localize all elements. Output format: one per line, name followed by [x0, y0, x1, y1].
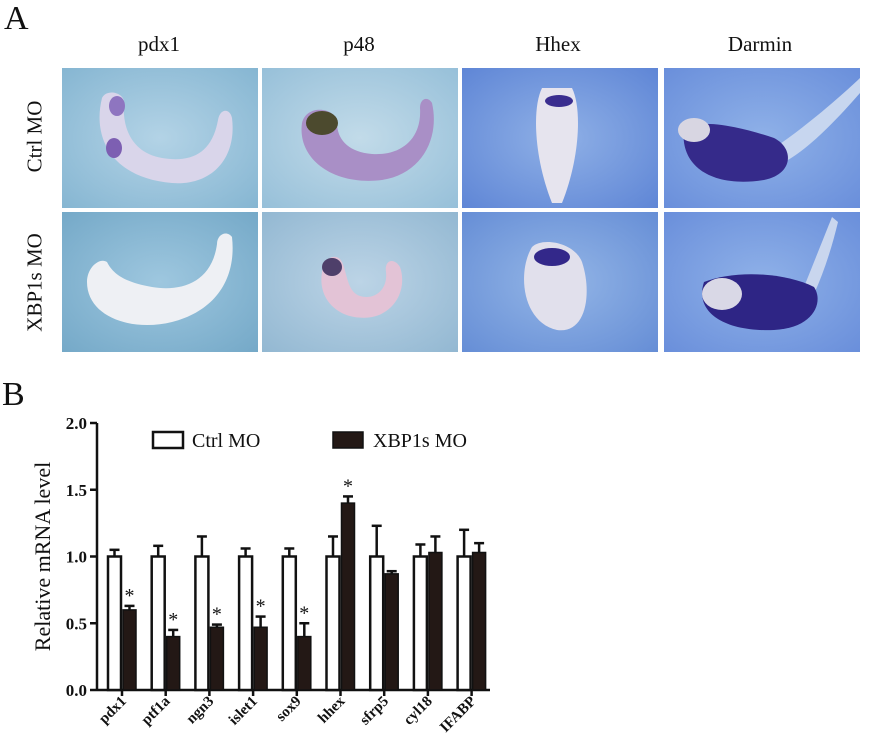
bar-ctrl-mo: [150, 555, 166, 692]
significance-star: *: [299, 602, 309, 624]
column-title-pdx1: pdx1: [138, 32, 180, 56]
bar-xbp1s-mo: [122, 609, 137, 691]
bar-ctrl-mo: [194, 555, 210, 692]
legend-label-xbp1s-mo: XBP1s MO: [373, 430, 467, 452]
bar-ctrl-mo: [368, 555, 385, 692]
x-tick-label: IFABP: [437, 694, 479, 736]
x-tick-label: ptf1a: [139, 693, 174, 728]
x-tick-label: sfrp5: [357, 694, 392, 729]
x-tick-label: ngn3: [184, 694, 218, 728]
bar-xbp1s-mo: [165, 635, 181, 691]
bar-xbp1s-mo: [253, 626, 268, 691]
column-title-darmin: Darmin: [727, 32, 793, 56]
bar-xbp1s-mo: [471, 551, 487, 691]
panel-b-letter: B: [2, 376, 25, 413]
bar-ctrl-mo: [456, 555, 472, 692]
bar-xbp1s-mo: [209, 626, 225, 691]
panel-a-letter: A: [4, 0, 29, 37]
significance-star: *: [256, 596, 266, 618]
x-tick-label: sox9: [273, 694, 304, 725]
row-title-xbp1s-mo: XBP1s MO: [22, 233, 47, 332]
y-tick-label: 1.0: [66, 548, 87, 567]
photo-darmin-ctrl: [664, 68, 860, 208]
significance-star: *: [212, 604, 222, 626]
column-title-hhex: Hhex: [535, 32, 581, 56]
photo-pdx1-xbp1s: [62, 212, 258, 352]
legend-swatch-ctrl-mo: [151, 430, 185, 450]
bar-ctrl-mo: [412, 555, 429, 692]
bar-xbp1s-mo: [297, 635, 312, 691]
bar-ctrl-mo: [106, 555, 123, 692]
x-tick-label: cyl18: [401, 694, 436, 729]
photo-p48-ctrl: [262, 68, 458, 208]
legend-swatch-xbp1s-mo: [332, 431, 364, 449]
bar-xbp1s-mo: [428, 551, 443, 691]
bar-ctrl-mo: [325, 555, 341, 692]
y-axis-label: Relative mRNA level: [30, 462, 55, 651]
column-title-p48: p48: [343, 32, 375, 56]
photo-hhex-xbp1s: [462, 212, 658, 352]
bar-xbp1s-mo: [340, 502, 356, 691]
photo-p48-xbp1s: [262, 212, 458, 352]
bar-ctrl-mo: [237, 555, 254, 692]
photo-hhex-ctrl: [462, 68, 658, 208]
y-tick-label: 1.5: [66, 481, 87, 500]
bar-ctrl-mo: [281, 555, 298, 692]
photo-pdx1-ctrl: [62, 68, 258, 208]
row-title-ctrl-mo: Ctrl MO: [22, 100, 47, 173]
legend-label-ctrl-mo: Ctrl MO: [192, 430, 260, 452]
significance-star: *: [343, 475, 353, 497]
x-tick-label: pdx1: [96, 694, 130, 728]
y-tick-label: 0.5: [66, 614, 87, 633]
significance-star: *: [125, 585, 135, 607]
y-tick-label: 0.0: [66, 681, 87, 700]
bar-chart: 0.0 0.5 1.0 1.5 2.0 Relative mRNA level * pdx1 *…: [30, 414, 490, 736]
x-tick-label: islet1: [226, 694, 261, 729]
bar-xbp1s-mo: [384, 573, 399, 691]
photo-darmin-xbp1s: [664, 212, 860, 352]
y-tick-label: 2.0: [66, 414, 87, 433]
significance-star: *: [168, 609, 178, 631]
x-tick-label: hhex: [315, 693, 348, 726]
